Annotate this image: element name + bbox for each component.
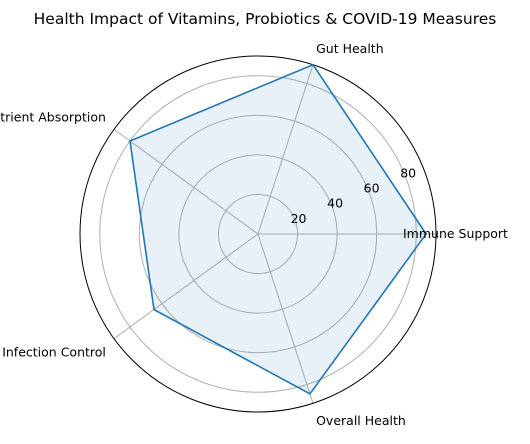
category-label: Infection Control (2, 345, 106, 360)
spoke-3 (113, 233, 259, 340)
data-layer (129, 63, 428, 395)
category-label: Gut Health (316, 41, 384, 56)
category-label: Nutrient Absorption (0, 109, 106, 124)
r-tick-label: 20 (291, 211, 307, 226)
label-layer: 20 40 60 80 Immune Support Gut Health Nutrient… (0, 41, 508, 428)
series-fill (130, 64, 427, 394)
r-tick-label: 80 (400, 165, 416, 180)
spoke-4 (257, 233, 314, 404)
category-label: Overall Health (316, 413, 406, 428)
category-label: Immune Support (403, 226, 508, 241)
spoke-1 (257, 64, 314, 235)
series-line (129, 63, 428, 395)
chart-title: Health Impact of Vitamins, Probiotics & … (34, 10, 497, 28)
r-tick-label: 60 (364, 181, 380, 196)
r-tick-label: 40 (327, 196, 343, 211)
outer-frame (79, 55, 437, 413)
grid-layer (79, 55, 437, 413)
spoke-2 (113, 128, 259, 235)
